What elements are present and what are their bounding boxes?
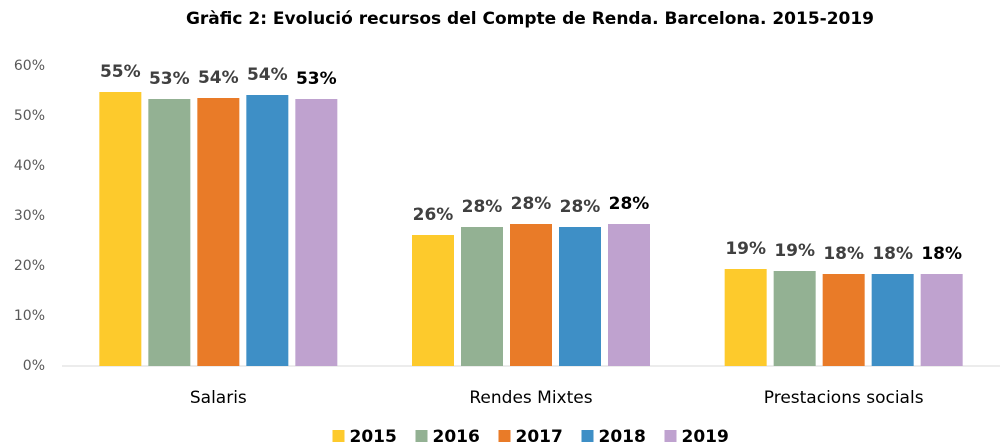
data-label: 55% xyxy=(100,62,141,82)
y-tick-label: 50% xyxy=(14,108,45,124)
data-label: 54% xyxy=(247,65,288,85)
bar xyxy=(510,224,552,366)
data-label: 18% xyxy=(921,244,962,264)
data-label: 28% xyxy=(560,197,601,217)
bar xyxy=(608,224,650,366)
chart-title: Gràfic 2: Evolució recursos del Compte d… xyxy=(186,9,874,29)
legend-swatch xyxy=(415,430,428,442)
data-label: 28% xyxy=(609,194,650,214)
data-label: 53% xyxy=(149,69,190,89)
legend-label: 2018 xyxy=(599,427,646,447)
legend-swatch xyxy=(664,430,677,442)
legend-label: 2019 xyxy=(682,427,729,447)
bar xyxy=(559,227,601,366)
y-tick-label: 40% xyxy=(14,158,45,174)
bar xyxy=(724,269,767,366)
legend-label: 2017 xyxy=(516,427,563,447)
legend-swatch xyxy=(581,430,594,442)
legend-label: 2016 xyxy=(433,427,480,447)
x-tick-label: Salaris xyxy=(190,388,247,408)
bar xyxy=(99,92,142,366)
data-label: 28% xyxy=(511,194,552,214)
data-label: 19% xyxy=(725,239,766,259)
x-tick-label: Prestacions socials xyxy=(764,388,924,408)
x-tick-label: Rendes Mixtes xyxy=(469,388,592,408)
legend-label: 2015 xyxy=(350,427,397,447)
y-tick-label: 20% xyxy=(14,258,45,274)
bar xyxy=(148,99,191,366)
data-label: 18% xyxy=(872,244,913,264)
data-label: 26% xyxy=(413,205,454,225)
data-label: 54% xyxy=(198,68,239,88)
legend-swatch xyxy=(332,430,345,442)
bar xyxy=(773,271,816,366)
bar xyxy=(871,274,914,366)
y-tick-label: 30% xyxy=(14,208,45,224)
legend-swatch xyxy=(498,430,511,442)
bar xyxy=(412,235,454,366)
data-label: 18% xyxy=(823,244,864,264)
bar xyxy=(822,274,865,366)
y-tick-label: 10% xyxy=(14,308,45,324)
bar xyxy=(197,98,240,366)
bar xyxy=(461,227,503,366)
data-label: 19% xyxy=(774,241,815,261)
data-label: 28% xyxy=(462,197,503,217)
data-label: 53% xyxy=(296,69,337,89)
y-tick-label: 0% xyxy=(23,358,45,374)
bar xyxy=(295,99,338,366)
bar xyxy=(246,95,289,366)
bar xyxy=(920,274,963,366)
y-tick-label: 60% xyxy=(14,58,45,74)
